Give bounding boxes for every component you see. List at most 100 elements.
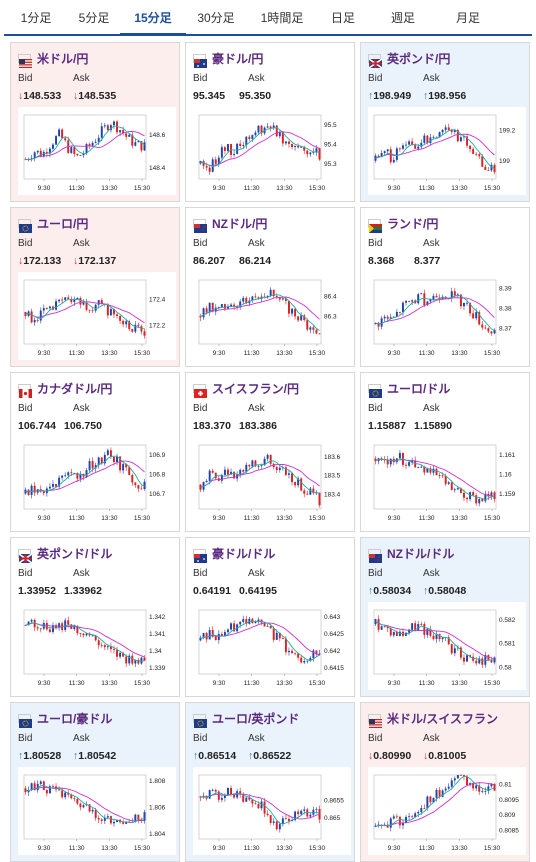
candle-body: [481, 156, 484, 167]
pair-name[interactable]: カナダドル/円: [37, 381, 113, 396]
bid-value: ↓0.80990: [368, 750, 412, 762]
tab-4[interactable]: 30分足: [197, 11, 235, 25]
rate-card[interactable]: 英ポンド/円 Bid Ask ↑198.949 ↑198.956 199.2 199 9:30…: [360, 42, 530, 202]
candle-body: [39, 628, 42, 630]
pair-name[interactable]: 米ドル/スイスフラン: [387, 711, 498, 726]
ask-value: 1.33962: [64, 585, 102, 597]
candle-body: [242, 794, 245, 802]
candle-body: [380, 318, 383, 327]
candle-body: [251, 799, 254, 804]
rate-card[interactable]: 豪ドル/円 Bid Ask 95.345 95.350 95.5 95.4 95.3 9:30 1…: [185, 42, 355, 202]
tab-6[interactable]: 日足: [330, 11, 355, 25]
pair-name[interactable]: ランド/円: [387, 216, 439, 231]
candle-body: [106, 304, 109, 316]
candle-body: [51, 786, 54, 788]
candle-body: [88, 804, 91, 812]
candle-body: [315, 492, 318, 494]
pair-name[interactable]: 豪ドル/円: [212, 51, 264, 66]
pair-name[interactable]: 米ドル/円: [37, 51, 89, 66]
rate-card[interactable]: NZドル/円 Bid Ask 86.207 86.214 86.4 86.3 9:30 11:3…: [185, 207, 355, 367]
pair-name[interactable]: 英ポンド/ドル: [37, 546, 113, 561]
ma-slow-line: [25, 130, 145, 160]
candle-body: [248, 464, 251, 467]
x-tick-label: 11:30: [69, 515, 85, 522]
candle-body: [112, 456, 115, 463]
ask-value: 106.750: [64, 420, 102, 432]
candle-body: [260, 801, 263, 809]
rate-card[interactable]: NZドル/ドル Bid Ask ↑0.58034 ↑0.58048 0.582 0.581 0…: [360, 537, 530, 697]
trend-arrow-icon: ↓: [73, 90, 79, 102]
y-tick-label: 0.6415: [324, 665, 344, 672]
candle-body: [475, 153, 478, 155]
candle-body: [462, 136, 465, 138]
tab-7[interactable]: 週足: [390, 11, 415, 25]
candle-body: [106, 125, 109, 131]
x-tick-label: 9:30: [213, 845, 226, 852]
candle-body: [116, 819, 119, 822]
y-tick-label: 199: [499, 158, 510, 165]
candle-body: [441, 129, 444, 133]
x-tick-label: 11:30: [244, 185, 260, 192]
candle-body: [395, 148, 398, 160]
ask-label: Ask: [248, 403, 265, 414]
pair-name[interactable]: ユーロ/豪ドル: [37, 711, 113, 726]
candle-body: [208, 167, 211, 172]
candle-body: [472, 783, 475, 789]
tab-1[interactable]: 1分足: [20, 11, 52, 25]
rate-card[interactable]: カナダドル/円 Bid Ask 106.744 106.750 106.9 106.8 106…: [10, 372, 180, 532]
tab-5[interactable]: 1時間足: [260, 11, 304, 25]
candlestick-chart: 86.4 86.3 9:30 11:30 13:30 15:30: [198, 279, 337, 357]
candle-body: [70, 298, 73, 303]
candle-body: [91, 461, 94, 469]
pair-name[interactable]: スイスフラン/円: [212, 381, 299, 396]
au-flag-icon: [193, 548, 207, 563]
pair-name[interactable]: NZドル/ドル: [387, 546, 455, 561]
pair-name[interactable]: 英ポンド/円: [387, 51, 451, 66]
y-tick-label: 0.809: [499, 812, 516, 819]
candlestick-chart: 106.9 106.8 106.7 9:30 11:30 13:30 15:30: [23, 444, 166, 522]
bid-value: ↓172.133: [18, 255, 62, 267]
candle-body: [487, 170, 490, 171]
tab-2[interactable]: 5分足: [78, 11, 110, 25]
candle-body: [426, 796, 429, 809]
rate-card[interactable]: 米ドル/円 Bid Ask ↓148.533 ↓148.535 148.6 148.4 9:3…: [10, 42, 180, 202]
candle-body: [450, 482, 453, 490]
candle-body: [257, 466, 260, 467]
tab-3[interactable]: 15分足: [120, 0, 186, 36]
rate-card[interactable]: スイスフラン/円 Bid Ask 183.370 183.386 183.6 183.5 18…: [185, 372, 355, 532]
candle-body: [466, 302, 469, 304]
rate-card[interactable]: ユーロ/ドル Bid Ask 1.15887 1.15890 1.161 1.16 1.159…: [360, 372, 530, 532]
rate-card[interactable]: ユーロ/豪ドル Bid Ask ↑1.80528 ↑1.80542 1.808 1.806 1…: [10, 702, 180, 862]
candlestick-chart: 95.5 95.4 95.3 9:30 11:30 13:30 15:30: [198, 114, 337, 192]
pair-name[interactable]: NZドル/円: [212, 216, 268, 231]
candle-body: [100, 645, 103, 646]
pair-name[interactable]: ユーロ/英ポンド: [212, 711, 300, 726]
candle-body: [300, 146, 303, 148]
rate-card[interactable]: 英ポンド/ドル Bid Ask 1.33952 1.33962 1.342 1.341 1.3…: [10, 537, 180, 697]
candle-body: [462, 657, 465, 662]
rate-card[interactable]: 豪ドル/ドル Bid Ask 0.64191 0.64195 0.643 0.6425 0.6…: [185, 537, 355, 697]
candle-body: [398, 148, 401, 150]
rate-card[interactable]: ユーロ/円 Bid Ask ↓172.133 ↓172.137 172.4 172.2 9:3…: [10, 207, 180, 367]
candle-body: [475, 495, 478, 504]
pair-name[interactable]: 豪ドル/ドル: [212, 546, 276, 561]
rate-card[interactable]: 米ドル/スイスフラン Bid Ask ↓0.80990 ↓0.81005 0.81 0.80…: [360, 702, 530, 862]
pair-name[interactable]: ユーロ/ドル: [387, 381, 451, 396]
candle-body: [97, 640, 100, 646]
candle-body: [64, 620, 67, 630]
tab-8[interactable]: 月足: [455, 11, 480, 25]
candle-body: [128, 321, 131, 329]
price-chart: 0.8655 0.865 9:30 11:30 13:30 15:30: [193, 767, 351, 855]
x-tick-label: 13:30: [276, 350, 293, 357]
candle-body: [432, 635, 435, 640]
pair-name[interactable]: ユーロ/円: [37, 216, 89, 231]
rate-card[interactable]: ユーロ/英ポンド Bid Ask ↑0.86514 ↑0.86522 0.8655 0.86…: [185, 702, 355, 862]
x-tick-label: 15:30: [309, 680, 326, 687]
card-header: 米ドル/スイスフラン: [368, 711, 498, 728]
ask-value: ↑1.80542: [73, 750, 117, 762]
rate-card[interactable]: ランド/円 Bid Ask 8.368 8.377 8.39 8.38 8.37 9:30 11:…: [360, 207, 530, 367]
candle-body: [79, 473, 82, 479]
price-chart: 183.6 183.5 183.4 9:30 11:30 13:30 15:30: [193, 437, 351, 525]
candle-body: [312, 152, 315, 153]
candle-body: [426, 628, 429, 635]
